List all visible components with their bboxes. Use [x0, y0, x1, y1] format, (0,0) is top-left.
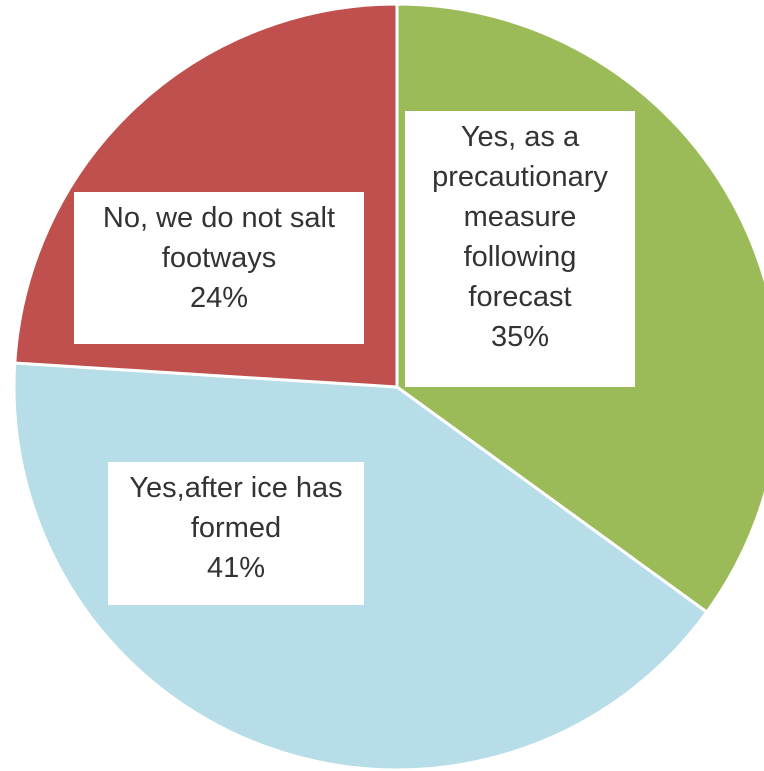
slice-label-line: forecast: [468, 281, 572, 314]
slice-value-label: 41%: [206, 552, 266, 585]
slice-label-line: Yes,after ice has: [129, 472, 343, 504]
slice-label-no-salt: No, we do not salt footways 24%: [74, 192, 364, 344]
slice-label-line: No, we do not salt: [102, 202, 336, 234]
slice-label-line: measure: [463, 201, 577, 234]
slice-value-label: 35%: [490, 321, 550, 354]
slice-label-line: following: [463, 241, 577, 274]
slice-label-line: Yes, as a: [460, 121, 580, 153]
slice-label-line: footways: [161, 242, 277, 275]
slice-label-line: precautionary: [432, 161, 608, 194]
slice-label-line: formed: [190, 512, 282, 545]
slice-value-label: 24%: [189, 282, 249, 315]
slice-label-after-ice: Yes,after ice has formed 41%: [108, 462, 364, 605]
slice-label-precautionary: Yes, as a precautionary measure followin…: [405, 111, 635, 387]
